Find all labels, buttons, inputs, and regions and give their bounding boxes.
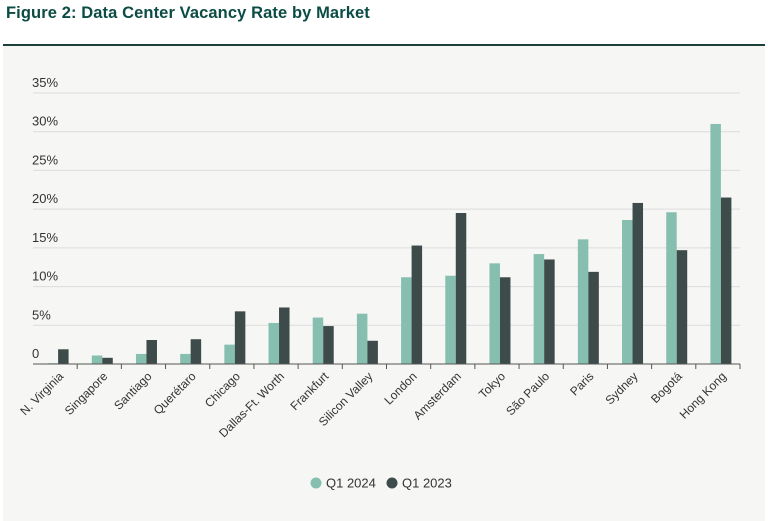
x-tick-label: Bogotá	[648, 369, 685, 406]
y-tick-label: 25%	[32, 152, 58, 167]
title-rule	[3, 44, 765, 46]
bar	[544, 259, 555, 364]
bar	[91, 355, 103, 364]
bar	[720, 197, 732, 364]
bar	[666, 212, 677, 364]
x-tick-label: N. Virginia	[17, 369, 66, 418]
bar	[455, 213, 467, 364]
figure-title: Figure 2: Data Center Vacancy Rate by Ma…	[6, 4, 370, 22]
x-tick-label: São Paulo	[503, 369, 552, 418]
bar	[323, 326, 334, 364]
y-tick-label: 10%	[32, 269, 58, 284]
bar	[676, 250, 688, 364]
x-axis	[33, 363, 741, 369]
x-tick-label: Sydney	[602, 369, 640, 407]
legend-marker	[310, 477, 322, 489]
bar	[622, 219, 633, 364]
y-tick-label: 5%	[32, 307, 51, 322]
y-tick-label: 30%	[32, 114, 58, 129]
legend: Q1 2024 Q1 2023	[310, 476, 452, 491]
bar	[279, 307, 290, 364]
y-tick-label: 15%	[32, 230, 58, 245]
x-tick-label: Singapore	[62, 369, 111, 418]
bar	[180, 353, 191, 364]
bars	[47, 123, 732, 364]
x-tick-label: Frankfurt	[287, 369, 331, 413]
bar	[135, 353, 147, 364]
bar	[367, 340, 378, 364]
bar	[445, 275, 456, 364]
x-tick-label: Amsterdam	[411, 369, 464, 422]
legend-marker	[386, 477, 398, 489]
bar	[533, 254, 545, 364]
bar	[401, 277, 412, 364]
x-tick-label: London	[381, 369, 419, 407]
x-tick-label: Querétaro	[151, 369, 199, 417]
bar	[102, 357, 113, 364]
x-tick-label: Santiago	[111, 369, 155, 413]
bar	[234, 311, 246, 364]
bar	[58, 349, 69, 364]
bar	[411, 245, 423, 364]
bar	[224, 344, 235, 364]
x-tick-label: Hong Kong	[677, 369, 729, 421]
bar	[499, 277, 511, 364]
y-tick-label: 20%	[32, 191, 58, 206]
y-tick-label: 0	[32, 346, 39, 361]
legend-label: Q1 2024	[326, 476, 376, 491]
bar	[190, 339, 202, 364]
bar	[489, 263, 500, 364]
bar	[577, 239, 589, 364]
grid-lines	[33, 92, 740, 326]
x-tick-label: Paris	[567, 369, 596, 398]
bar	[146, 339, 157, 364]
y-tick-label: 35%	[32, 75, 58, 90]
bar	[632, 202, 644, 364]
bar	[356, 313, 368, 364]
y-axis-ticks: 0 5% 10% 15% 20% 25% 30% 35%	[32, 75, 58, 361]
bar	[710, 123, 721, 364]
bar	[588, 271, 599, 364]
x-tick-label: Tokyo	[476, 369, 508, 401]
legend-label: Q1 2023	[402, 476, 452, 491]
bar	[268, 322, 280, 364]
x-tick-label: Chicago	[202, 369, 243, 410]
bar	[312, 317, 324, 364]
